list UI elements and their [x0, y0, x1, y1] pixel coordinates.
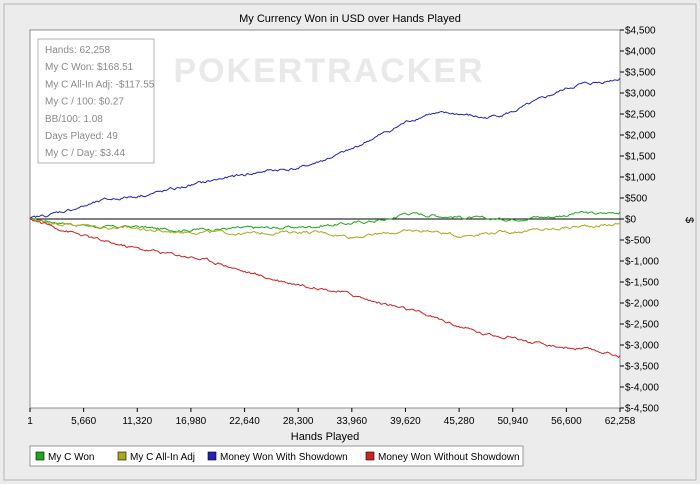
x-tick-label: 45,280 [444, 416, 475, 427]
x-tick-label: 62,258 [605, 416, 636, 427]
y-tick-label: $-4,500 [625, 404, 659, 415]
stats-box [37, 38, 155, 164]
y-tick-label: $-2,000 [625, 299, 659, 310]
legend-label: My C Won [48, 452, 95, 463]
y-tick-label: $-3,000 [625, 341, 659, 352]
x-axis-label: Hands Played [291, 431, 360, 443]
x-tick-label: 39,620 [390, 416, 421, 427]
y-tick-label: $4,500 [625, 26, 656, 37]
y-axis-label: $ [683, 217, 695, 223]
x-tick-label: 1 [27, 416, 33, 427]
legend-swatch [365, 451, 375, 461]
legend-label: Money Won With Showdown [220, 452, 348, 463]
y-tick-label: $-1,000 [625, 257, 659, 268]
y-tick-label: $2,000 [625, 131, 656, 142]
chart-title: My Currency Won in USD over Hands Played [239, 13, 461, 25]
y-tick-label: $3,000 [625, 89, 656, 100]
y-tick-label: $3,500 [625, 68, 656, 79]
series-lines [29, 77, 621, 358]
x-tick-label: 5,660 [71, 416, 96, 427]
y-tick-label: $-2,500 [625, 320, 659, 331]
x-tick-label: 28,300 [283, 416, 314, 427]
y-tick-label: $-3,500 [625, 362, 659, 373]
series-line-money-won-without-showdown [29, 218, 621, 358]
legend-swatch [117, 451, 127, 461]
y-tick-label: $2,500 [625, 110, 656, 121]
axis-ticks: $4,500 $4,000 $3,500 $3,000 $2,500 $2,000 $1,5… [27, 26, 659, 428]
legend-items: My C Won My C All-In Adj Money Won With Sh… [35, 451, 520, 463]
watermark: POKERTRACKER [173, 52, 484, 90]
x-tick-label: 22,640 [229, 416, 260, 427]
y-tick-label: $0 [625, 215, 637, 226]
legend-swatch [207, 451, 217, 461]
stats-line: My C All-In Adj: -$117.55 [45, 79, 155, 90]
stats-line: My C / 100: $0.27 [45, 97, 124, 108]
x-tick-label: 33,960 [337, 416, 368, 427]
y-tick-label: $-500 [625, 236, 651, 247]
series-line-my-c-won [29, 210, 621, 233]
x-tick-label: 56,600 [551, 416, 582, 427]
series-line-money-won-with-showdown [29, 77, 621, 220]
stats-line: Hands: 62,258 [45, 45, 110, 56]
y-tick-label: $-1,500 [625, 278, 659, 289]
legend-box [29, 445, 524, 467]
y-tick-label: $4,000 [625, 47, 656, 58]
x-tick-label: 11,320 [122, 416, 152, 427]
y-tick-label: $1,500 [625, 152, 656, 163]
legend-label: Money Won Without Showdown [378, 452, 520, 463]
series-line-my-c-all-in-adj [29, 218, 621, 240]
y-tick-label: $-4,000 [625, 383, 659, 394]
x-tick-label: 16,980 [176, 416, 207, 427]
y-tick-label: $500 [625, 194, 648, 205]
stats-lines: Hands: 62,258 My C Won: $168.51 My C All-I… [45, 45, 155, 159]
legend-label: My C All-In Adj [130, 452, 195, 463]
stats-line: Days Played: 49 [45, 131, 118, 142]
stats-line: My C Won: $168.51 [45, 62, 134, 73]
stats-line: My C / Day: $3.44 [45, 148, 125, 159]
y-tick-label: $1,000 [625, 173, 656, 184]
x-tick-label: 50,940 [497, 416, 528, 427]
legend-swatch [35, 451, 45, 461]
stats-line: BB/100: 1.08 [45, 114, 103, 125]
